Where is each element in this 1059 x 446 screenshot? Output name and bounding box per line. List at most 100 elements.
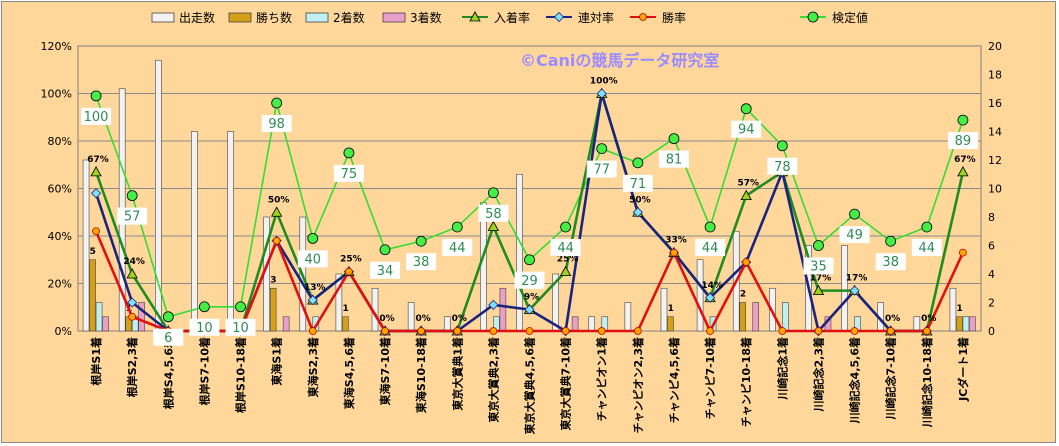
check-marker — [126, 190, 138, 202]
rate-label: 67% — [954, 155, 976, 165]
y-left-tick-label: 60% — [48, 183, 72, 196]
check-value-label: 10 — [196, 321, 213, 336]
check-value-label: 49 — [846, 228, 863, 243]
bar-4 — [499, 287, 507, 332]
rate-label: 0% — [921, 314, 936, 324]
check-marker — [271, 97, 283, 109]
circle-marker — [850, 327, 859, 335]
legend-label: 出走数 — [179, 10, 215, 25]
y-left-tick-label: 40% — [48, 230, 72, 243]
category-label: 川崎記念2,3着 — [811, 337, 825, 413]
circle-marker — [272, 236, 281, 245]
category-label: 川崎記念10-18着 — [920, 337, 934, 428]
check-label-box — [586, 160, 617, 178]
bar-1 — [82, 159, 90, 332]
y-right-tick-label: 6 — [988, 240, 995, 253]
bar-3 — [95, 302, 103, 332]
check-label-box — [81, 107, 112, 125]
y-left-tick-label: 20% — [48, 278, 72, 291]
rate-label: 25% — [340, 255, 362, 265]
diamond-marker — [90, 188, 102, 199]
rate-label: 57% — [737, 179, 759, 189]
y-right-tick-label: 8 — [988, 211, 995, 224]
category-label: チャンピオン2,3着 — [631, 337, 645, 433]
rate-label: 50% — [268, 195, 290, 205]
circle-marker — [381, 327, 389, 335]
triangle-marker — [126, 268, 138, 279]
circle-marker — [561, 327, 570, 335]
triangle-marker — [559, 265, 572, 277]
legend-label: 2着数 — [333, 10, 365, 25]
check-value-label: 6 — [164, 331, 172, 346]
legend-label: 連対率 — [578, 10, 614, 25]
bar-2 — [667, 316, 674, 332]
triangle-marker — [740, 189, 752, 201]
y-right-tick-label: 2 — [988, 297, 995, 310]
triangle-marker — [487, 220, 500, 231]
check-label-box — [406, 253, 437, 271]
rate-label: 13% — [304, 283, 326, 293]
circle-marker — [525, 327, 534, 335]
category-label: 川崎記念4,5,6着 — [848, 337, 862, 424]
circle-marker — [92, 227, 100, 236]
bar-2 — [956, 316, 963, 332]
circle-marker — [633, 327, 642, 335]
check-marker — [849, 208, 860, 220]
check-value-label: 44 — [919, 241, 936, 256]
category-label: 根岸S10-18着 — [234, 337, 248, 413]
rate-label: 100% — [590, 77, 618, 87]
win-count-label: 1 — [343, 304, 349, 314]
circle-marker — [344, 267, 353, 276]
check-label-box — [767, 157, 798, 175]
bar-3 — [782, 302, 789, 332]
check-marker — [90, 90, 102, 102]
check-label-box — [731, 120, 762, 138]
check-label-box — [803, 257, 834, 275]
check-value-label: 44 — [449, 241, 466, 256]
legend-label: 検定値 — [832, 10, 868, 25]
bar-1 — [443, 316, 451, 332]
check-label-box — [189, 318, 220, 336]
legend-swatch — [382, 12, 406, 23]
check-value-label: 57 — [124, 210, 141, 225]
rate-label: 9% — [524, 293, 539, 303]
y-right-tick-label: 16 — [988, 97, 1002, 110]
category-label: 根岸S2,3着 — [125, 337, 139, 397]
check-label-box — [442, 238, 473, 256]
bar-3 — [962, 316, 970, 332]
legend-marker — [807, 11, 819, 23]
legend-label: 3着数 — [410, 10, 442, 25]
win-count-label: 3 — [270, 275, 276, 285]
check-value-label: 98 — [268, 117, 285, 132]
bar-2 — [739, 302, 747, 332]
category-label: 東海S10-18着 — [414, 337, 428, 413]
bar-1 — [841, 245, 848, 332]
category-label: 川崎記念7-10着 — [884, 337, 898, 421]
category-label: 東海S2,3着 — [306, 337, 320, 397]
check-label-box — [333, 164, 364, 182]
check-value-label: 34 — [377, 264, 394, 279]
bar-1 — [335, 273, 343, 332]
bar-1 — [660, 287, 668, 332]
check-label-box — [839, 226, 870, 244]
check-marker — [379, 244, 391, 256]
rate-label: 0% — [415, 314, 430, 324]
check-label-box — [225, 318, 256, 336]
triangle-marker — [90, 166, 102, 177]
category-label: 川崎記念1着 — [775, 337, 789, 401]
check-marker — [885, 235, 897, 247]
check-value-label: 100 — [84, 110, 109, 125]
legend-marker — [639, 13, 647, 21]
bar-4 — [138, 302, 145, 332]
circle-marker — [670, 248, 678, 257]
legend-marker — [469, 11, 481, 22]
check-marker — [668, 133, 680, 145]
diamond-marker — [705, 292, 716, 303]
circle-marker — [959, 248, 967, 257]
category-label: 根岸S7-10着 — [197, 337, 211, 405]
check-value-label: 75 — [341, 167, 358, 182]
y-right-tick-label: 20 — [988, 40, 1002, 53]
bar-1 — [191, 131, 198, 332]
check-value-label: 81 — [666, 153, 683, 168]
rate-label: 67% — [87, 155, 109, 165]
